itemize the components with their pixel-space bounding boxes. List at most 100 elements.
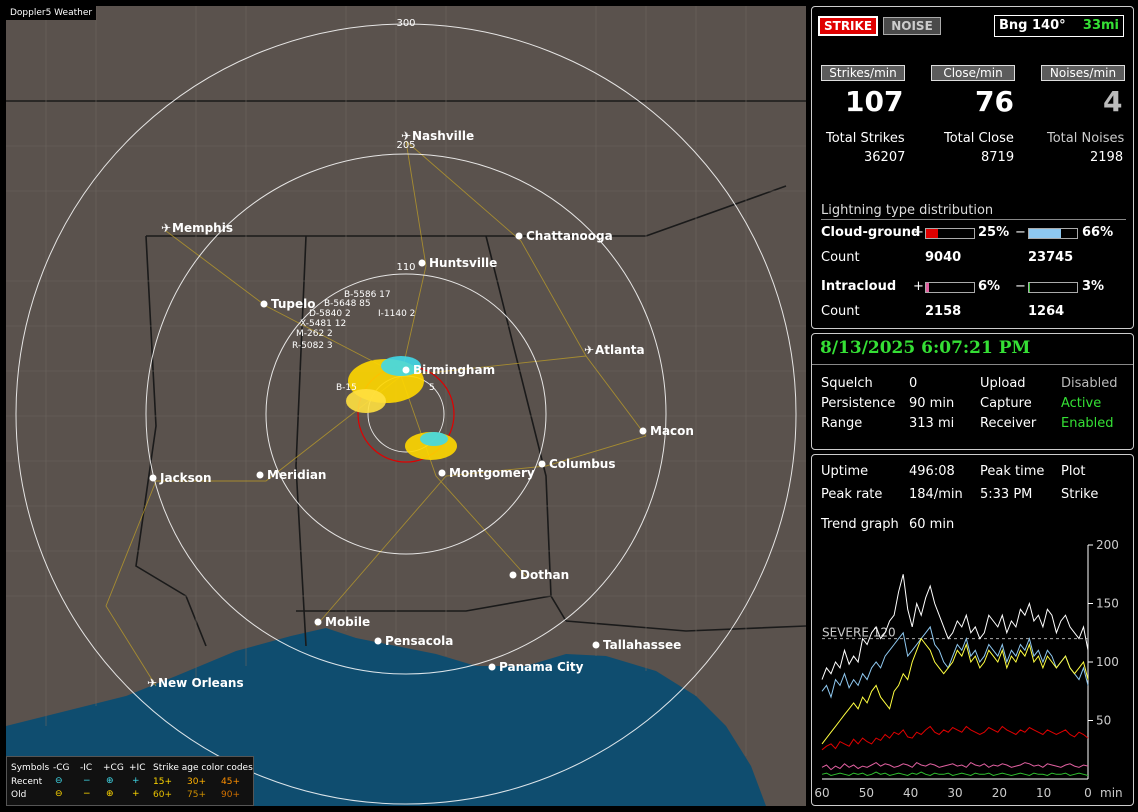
legend-old-label: Old — [11, 790, 27, 800]
age-old: 60+ — [153, 790, 172, 800]
city-marker: ✈ Atlanta — [584, 343, 645, 357]
cg-positive-count: 9040 — [925, 250, 962, 265]
x-tick-label: 40 — [903, 786, 918, 800]
lightning-map[interactable]: ✈ Nashville ✈ Memphis Chattanooga Huntsville T… — [6, 6, 806, 806]
city-marker: Chattanooga — [515, 229, 613, 243]
ic-negative-bar — [1028, 282, 1078, 293]
storm-label: M-262 2 — [296, 329, 333, 339]
city-dot — [402, 366, 410, 374]
city-marker: ✈ New Orleans — [147, 676, 244, 690]
airport-icon: ✈ — [584, 343, 594, 357]
airport-icon: ✈ — [161, 221, 171, 235]
city-markers: ✈ Nashville✈ MemphisChattanoogaHuntsvilleT… — [147, 129, 694, 690]
city-marker: Columbus — [538, 457, 616, 471]
city-marker: Tupelo — [260, 297, 316, 311]
distribution-title: Lightning type distribution — [821, 203, 994, 218]
strike-button[interactable]: STRIKE — [818, 16, 878, 36]
intracloud-label: Intracloud — [821, 279, 897, 294]
trend-graph-value[interactable]: 60 min — [909, 517, 955, 532]
capture-label: Capture — [980, 396, 1032, 411]
noise-button[interactable]: NOISE — [883, 17, 941, 35]
city-dot — [639, 427, 647, 435]
upload-status: Disabled — [1061, 376, 1118, 391]
persistence-value: 90 min — [909, 396, 955, 411]
city-label: Columbus — [549, 457, 616, 471]
city-marker: ✈ Memphis — [161, 221, 233, 235]
city-label: Tupelo — [271, 297, 316, 311]
plus-cg-icon: ⊕ — [106, 789, 114, 799]
city-dot — [438, 469, 446, 477]
squelch-label: Squelch — [821, 376, 873, 391]
strikes-per-min-value: 107 — [845, 85, 904, 118]
y-tick-label: 100 — [1096, 655, 1119, 669]
city-label: Nashville — [412, 129, 474, 143]
severe-label: SEVERE 120 — [822, 626, 896, 640]
city-marker: Mobile — [314, 615, 370, 629]
age-recent: 15+ — [153, 777, 172, 787]
storm-label: I-1140 2 — [378, 309, 415, 319]
storm-label: D-5840 2 — [309, 309, 351, 319]
legend-col: +CG — [103, 763, 124, 773]
cg-negative-pct: 66% — [1082, 225, 1114, 240]
y-tick-label: 50 — [1096, 714, 1111, 728]
strike-cluster-montgomery — [405, 432, 457, 460]
city-label: Mobile — [325, 615, 370, 629]
city-label: Montgomery — [449, 466, 535, 480]
city-dot — [488, 663, 496, 671]
plus-sign: + — [913, 225, 924, 240]
x-tick-label: 20 — [992, 786, 1007, 800]
city-marker: Macon — [639, 424, 694, 438]
minus-cg-icon: ⊖ — [55, 776, 63, 786]
storm-label: B-5648 85 — [324, 299, 371, 309]
range-rings — [15, 23, 797, 805]
bearing-distance: 33mi — [1082, 18, 1119, 33]
stats-panel: STRIKE NOISE Bng 140° 33mi Strikes/min C… — [811, 6, 1134, 329]
age-old: 90+ — [221, 790, 240, 800]
uptime-label: Uptime — [821, 464, 869, 479]
range-label: Range — [821, 416, 863, 431]
cg-positive-pct: 25% — [978, 225, 1010, 240]
divider — [812, 364, 1133, 365]
noises-per-min-label: Noises/min — [1041, 65, 1125, 81]
city-marker: Montgomery — [438, 466, 535, 480]
city-dot — [538, 460, 546, 468]
city-label: Pensacola — [385, 634, 453, 648]
city-label: Huntsville — [429, 256, 497, 270]
y-tick-label: 200 — [1096, 538, 1119, 552]
city-label: Macon — [650, 424, 694, 438]
bearing-box: Bng 140° 33mi — [994, 15, 1124, 37]
legend-age-title: Strike age color codes — [153, 763, 253, 773]
city-dot — [256, 471, 264, 479]
city-label: Atlanta — [595, 343, 645, 357]
cg-count-label: Count — [821, 250, 860, 265]
trend-series-line — [821, 761, 1089, 771]
plot-value[interactable]: Strike — [1061, 487, 1099, 502]
storm-label: B-15 — [336, 383, 357, 393]
city-label: Panama City — [499, 660, 584, 674]
trend-series-line — [821, 637, 1089, 745]
plus-ic-icon: + — [132, 776, 140, 786]
peak-time-label: Peak time — [980, 464, 1045, 479]
city-marker: Jackson — [149, 471, 212, 485]
city-marker: Pensacola — [374, 634, 453, 648]
age-recent: 30+ — [187, 777, 206, 787]
peak-rate-value: 184/min — [909, 487, 963, 502]
x-tick-label: 60 — [814, 786, 829, 800]
trend-series-line — [821, 725, 1089, 751]
minus-cg-icon: ⊖ — [55, 789, 63, 799]
ic-negative-pct: 3% — [1082, 279, 1105, 294]
total-close-value: 8719 — [981, 150, 1015, 165]
legend-col: -CG — [53, 763, 70, 773]
age-old: 75+ — [187, 790, 206, 800]
ic-positive-bar — [925, 282, 975, 293]
minus-sign: − — [1015, 279, 1026, 294]
ic-positive-pct: 6% — [978, 279, 1001, 294]
city-marker: ✈ Nashville — [401, 129, 474, 143]
strikes-per-min-label: Strikes/min — [821, 65, 905, 81]
upload-label: Upload — [980, 376, 1026, 391]
ic-count-label: Count — [821, 304, 860, 319]
storm-label: X-5481 12 — [300, 319, 346, 329]
trend-series-line — [821, 771, 1089, 777]
city-label: Dothan — [520, 568, 569, 582]
x-tick-label: 30 — [947, 786, 962, 800]
